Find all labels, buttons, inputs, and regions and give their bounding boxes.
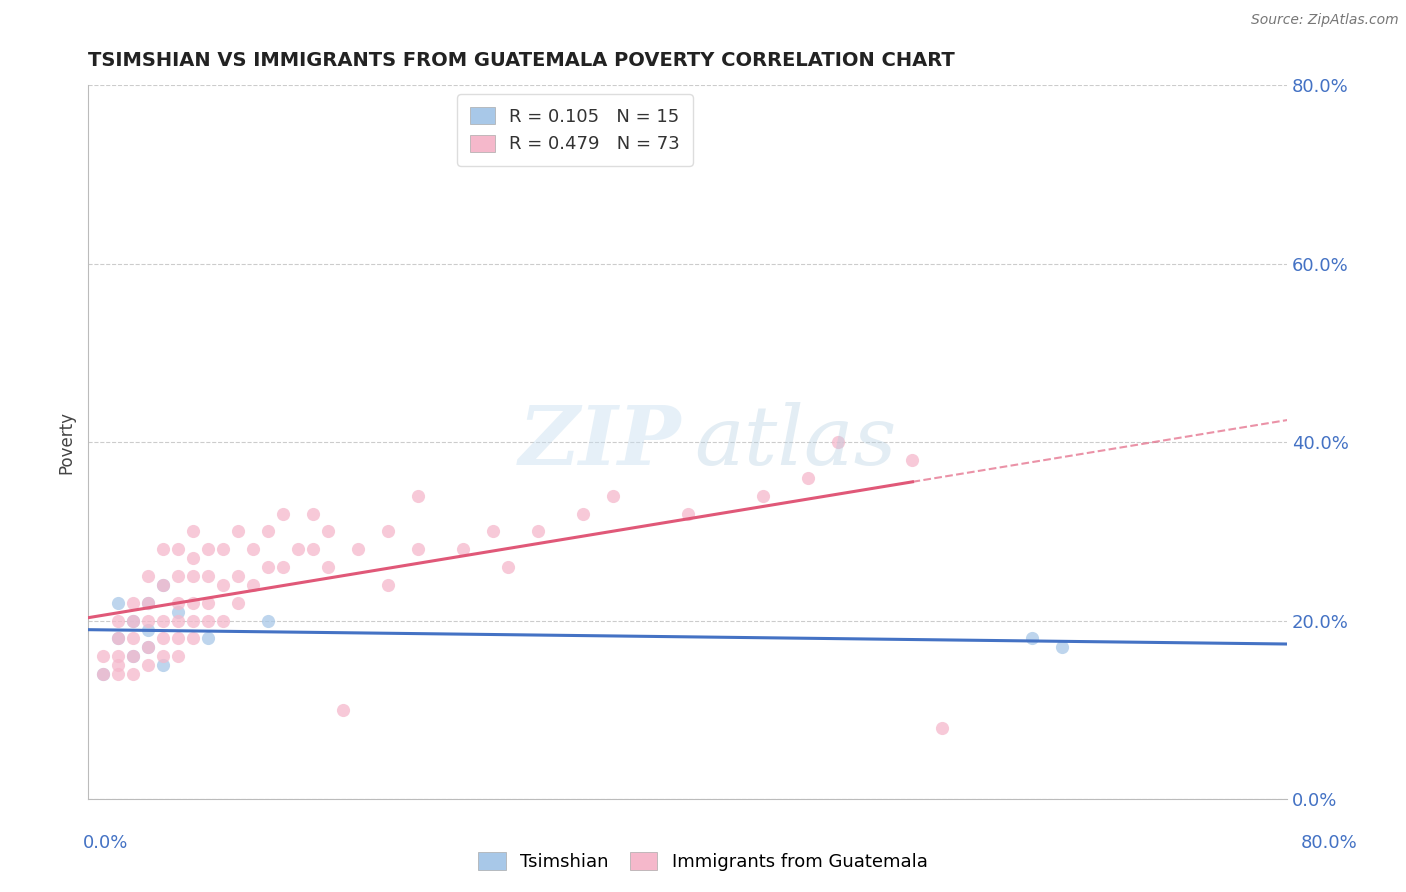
Y-axis label: Poverty: Poverty: [58, 410, 75, 474]
Point: [197, 542, 219, 557]
Point: [212, 542, 235, 557]
Point: [197, 569, 219, 583]
Point: [136, 596, 159, 610]
Legend: R = 0.105   N = 15, R = 0.479   N = 73: R = 0.105 N = 15, R = 0.479 N = 73: [457, 95, 693, 166]
Point: [152, 578, 174, 592]
Point: [197, 614, 219, 628]
Point: [827, 435, 849, 450]
Point: [287, 542, 309, 557]
Point: [181, 614, 204, 628]
Point: [242, 578, 264, 592]
Point: [302, 542, 325, 557]
Point: [107, 596, 129, 610]
Point: [167, 569, 190, 583]
Point: [152, 658, 174, 673]
Point: [107, 667, 129, 681]
Point: [226, 596, 249, 610]
Point: [1052, 640, 1074, 655]
Point: [122, 596, 145, 610]
Point: [257, 524, 280, 539]
Point: [122, 632, 145, 646]
Point: [316, 560, 339, 574]
Point: [122, 667, 145, 681]
Text: atlas: atlas: [693, 402, 896, 482]
Point: [167, 596, 190, 610]
Point: [212, 578, 235, 592]
Point: [181, 596, 204, 610]
Point: [242, 542, 264, 557]
Point: [136, 623, 159, 637]
Point: [332, 703, 354, 717]
Point: [676, 507, 699, 521]
Point: [152, 614, 174, 628]
Point: [93, 667, 115, 681]
Point: [122, 649, 145, 664]
Point: [136, 640, 159, 655]
Point: [257, 614, 280, 628]
Point: [167, 632, 190, 646]
Point: [901, 453, 924, 467]
Point: [122, 614, 145, 628]
Point: [482, 524, 505, 539]
Point: [316, 524, 339, 539]
Point: [451, 542, 474, 557]
Point: [181, 524, 204, 539]
Point: [527, 524, 550, 539]
Point: [152, 632, 174, 646]
Point: [136, 640, 159, 655]
Point: [167, 605, 190, 619]
Text: Source: ZipAtlas.com: Source: ZipAtlas.com: [1251, 13, 1399, 28]
Point: [152, 578, 174, 592]
Point: [572, 507, 595, 521]
Point: [136, 658, 159, 673]
Text: ZIP: ZIP: [519, 402, 682, 482]
Point: [302, 507, 325, 521]
Point: [226, 569, 249, 583]
Text: TSIMSHIAN VS IMMIGRANTS FROM GUATEMALA POVERTY CORRELATION CHART: TSIMSHIAN VS IMMIGRANTS FROM GUATEMALA P…: [89, 51, 955, 70]
Point: [167, 614, 190, 628]
Point: [107, 632, 129, 646]
Point: [226, 524, 249, 539]
Point: [122, 614, 145, 628]
Point: [93, 667, 115, 681]
Point: [406, 489, 429, 503]
Point: [107, 658, 129, 673]
Text: 80.0%: 80.0%: [1301, 834, 1357, 852]
Point: [796, 471, 818, 485]
Point: [496, 560, 519, 574]
Point: [93, 649, 115, 664]
Point: [136, 569, 159, 583]
Point: [136, 596, 159, 610]
Point: [107, 632, 129, 646]
Point: [931, 721, 953, 735]
Text: 0.0%: 0.0%: [83, 834, 128, 852]
Point: [271, 560, 294, 574]
Legend: Tsimshian, Immigrants from Guatemala: Tsimshian, Immigrants from Guatemala: [471, 846, 935, 879]
Point: [122, 649, 145, 664]
Point: [257, 560, 280, 574]
Point: [107, 649, 129, 664]
Point: [167, 542, 190, 557]
Point: [181, 569, 204, 583]
Point: [181, 551, 204, 566]
Point: [167, 649, 190, 664]
Point: [152, 542, 174, 557]
Point: [197, 632, 219, 646]
Point: [377, 578, 399, 592]
Point: [751, 489, 773, 503]
Point: [197, 596, 219, 610]
Point: [377, 524, 399, 539]
Point: [212, 614, 235, 628]
Point: [152, 649, 174, 664]
Point: [271, 507, 294, 521]
Point: [602, 489, 624, 503]
Point: [136, 614, 159, 628]
Point: [1021, 632, 1043, 646]
Point: [406, 542, 429, 557]
Point: [181, 632, 204, 646]
Point: [347, 542, 370, 557]
Point: [107, 614, 129, 628]
